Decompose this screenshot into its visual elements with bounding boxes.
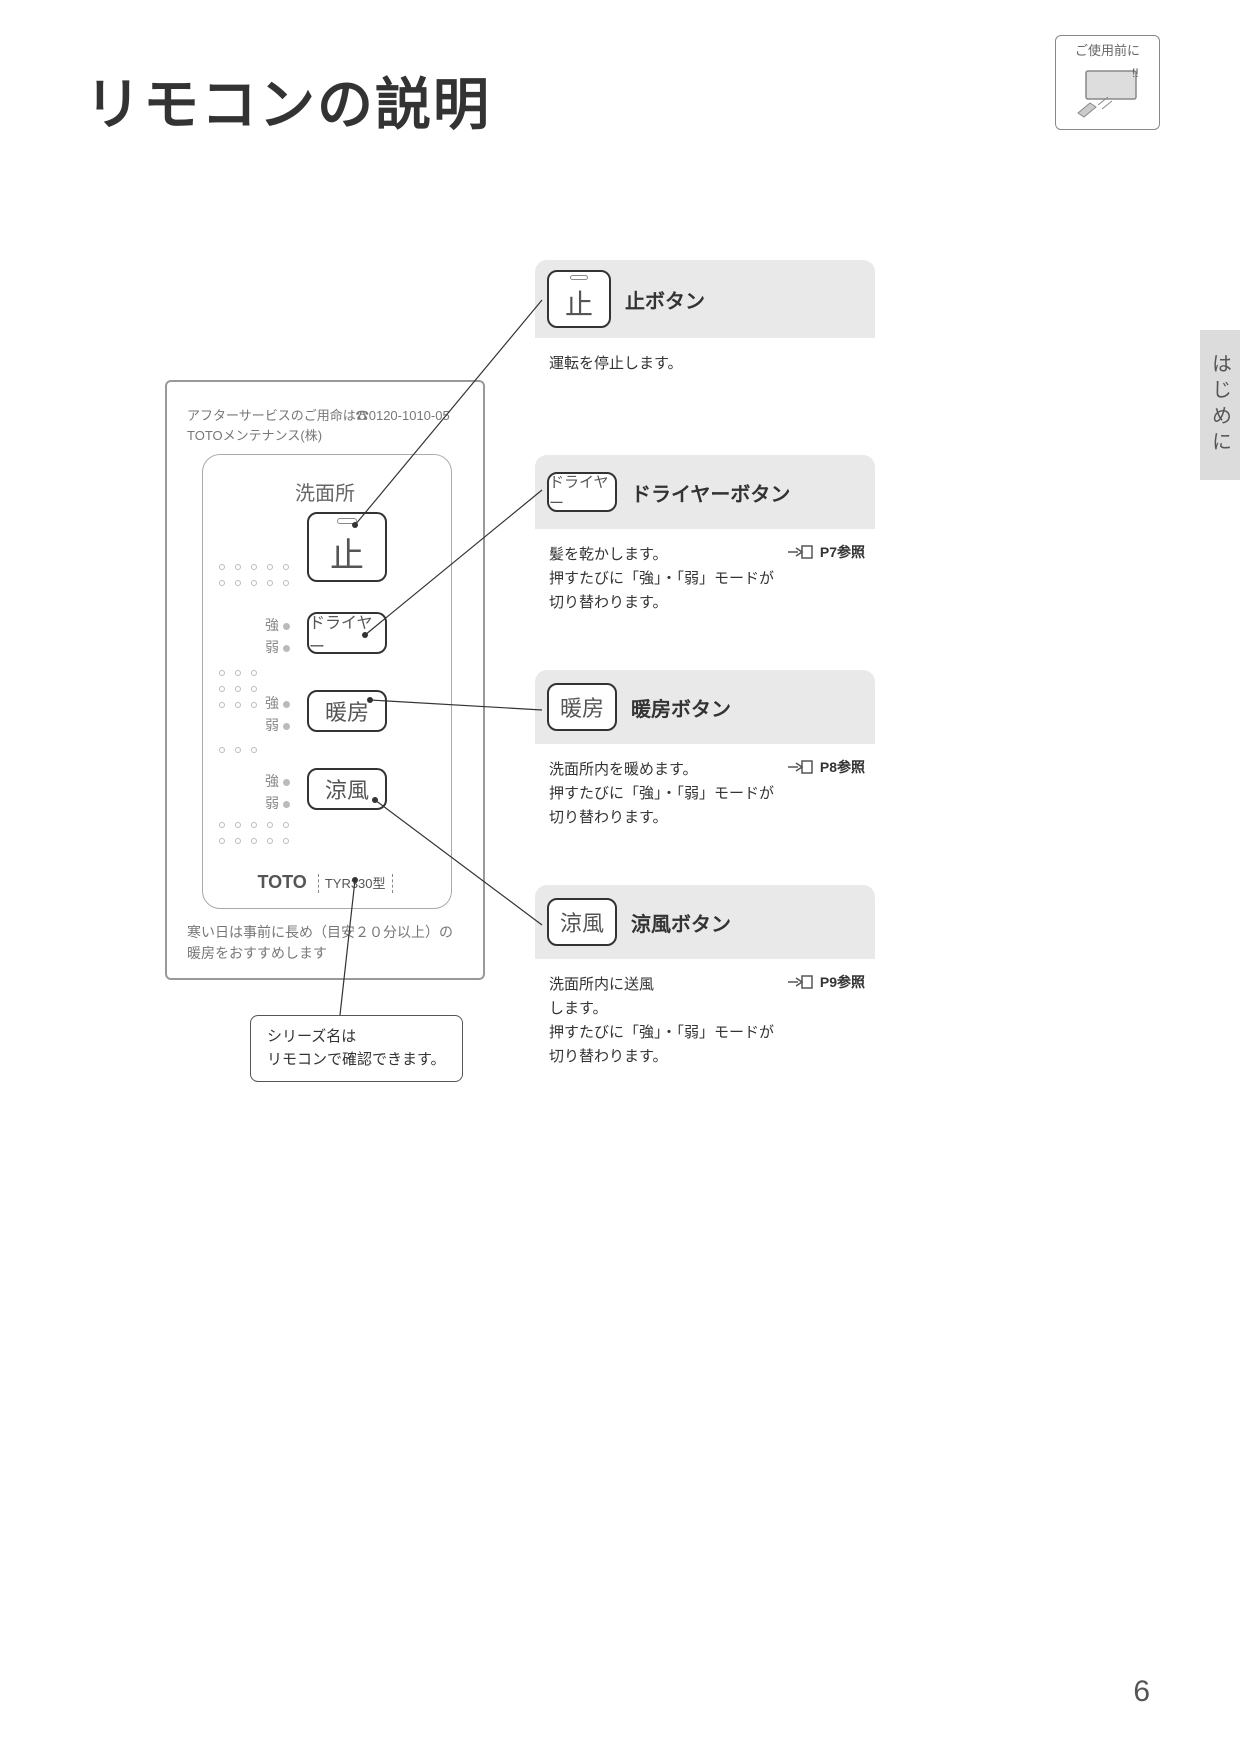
remote-heat-button[interactable]: 暖房 xyxy=(307,690,387,732)
before-use-icon-box: ご使用前に !! xyxy=(1055,35,1160,130)
stop-icon-label: 止 xyxy=(565,283,593,323)
heat-body-line3: 切り替わります。 xyxy=(549,806,861,830)
cool-ref-text: P9参照 xyxy=(820,971,865,993)
section-tab-label: はじめに xyxy=(1206,353,1235,457)
section-tab: はじめに xyxy=(1200,330,1240,480)
callout-dryer-header: ドライヤー ドライヤーボタン xyxy=(535,455,875,529)
room-label: 洗面所 xyxy=(167,477,483,506)
dryer-ref-text: P7参照 xyxy=(820,541,865,563)
dryer-button-icon: ドライヤー xyxy=(547,472,617,512)
before-use-icon: !! xyxy=(1068,63,1148,123)
remote-panel: アフターサービスのご用命は☎0120-1010-05 TOTOメンテナンス(株)… xyxy=(165,380,485,980)
callout-dryer-title: ドライヤーボタン xyxy=(631,478,790,507)
callout-stop-text: 運転を停止します。 xyxy=(549,352,861,376)
page-title: リモコンの説明 xyxy=(85,60,491,141)
callout-heat-title: 暖房ボタン xyxy=(631,693,731,722)
cool-icon-label: 涼風 xyxy=(560,906,604,938)
dryer-body-line2: 押すたびに「強」・「弱」モードが xyxy=(549,567,861,591)
stop-button-label: 止 xyxy=(330,528,364,577)
callout-cool-header: 涼風 涼風ボタン xyxy=(535,885,875,959)
heat-body-line2: 押すたびに「強」・「弱」モードが xyxy=(549,782,861,806)
pointing-hand-icon xyxy=(786,542,814,562)
callout-stop-body: 運転を停止します。 xyxy=(535,338,875,394)
before-use-label: ご使用前に xyxy=(1075,40,1140,59)
callout-cool-ref: P9参照 xyxy=(786,971,865,993)
callout-heat-ref: P8参照 xyxy=(786,756,865,778)
cool-button-icon: 涼風 xyxy=(547,898,617,946)
note-line1: シリーズ名は xyxy=(267,1026,446,1049)
callout-heat: 暖房 暖房ボタン P8参照 洗面所内を暖めます。 押すたびに「強」・「弱」モード… xyxy=(535,670,875,848)
callout-heat-header: 暖房 暖房ボタン xyxy=(535,670,875,744)
remote-cool-button[interactable]: 涼風 xyxy=(307,768,387,810)
note-line2: リモコンで確認できます。 xyxy=(267,1049,446,1072)
dryer-button-label: ドライヤー xyxy=(309,609,385,657)
strong-label: 強 xyxy=(265,617,279,633)
cool-button-label: 涼風 xyxy=(325,773,369,805)
pointing-hand-icon xyxy=(786,972,814,992)
speaker-dots-mid xyxy=(219,670,261,712)
brand-row: TOTO TYR330型 xyxy=(167,872,483,893)
dryer-strength-labels: 強 弱 xyxy=(265,614,290,659)
service-text: アフターサービスのご用命は☎0120-1010-05 TOTOメンテナンス(株) xyxy=(187,406,450,445)
callout-dryer-ref: P7参照 xyxy=(786,541,865,563)
callout-stop-header: 止 止ボタン xyxy=(535,260,875,338)
heat-strength-labels: 強 弱 xyxy=(265,692,290,737)
remote-bottom-note: 寒い日は事前に長め（目安２０分以上）の 暖房をおすすめします xyxy=(187,922,453,964)
weak-label: 弱 xyxy=(265,795,279,811)
callout-cool: 涼風 涼風ボタン P9参照 洗面所内に送風 します。 押すたびに「強」・「弱」モ… xyxy=(535,885,875,1087)
heat-button-label: 暖房 xyxy=(325,695,369,727)
weak-label: 弱 xyxy=(265,639,279,655)
callout-cool-title: 涼風ボタン xyxy=(631,908,731,937)
callout-dryer-body: P7参照 髪を乾かします。 押すたびに「強」・「弱」モードが 切り替わります。 xyxy=(535,529,875,633)
pointing-hand-icon xyxy=(786,757,814,777)
weak-label: 弱 xyxy=(265,717,279,733)
svg-text:!!: !! xyxy=(1132,66,1139,80)
strong-label: 強 xyxy=(265,773,279,789)
cool-strength-labels: 強 弱 xyxy=(265,770,290,815)
brand-label: TOTO xyxy=(257,872,306,892)
page-number: 6 xyxy=(1133,1675,1150,1709)
dryer-body-line3: 切り替わります。 xyxy=(549,591,861,615)
callout-heat-body: P8参照 洗面所内を暖めます。 押すたびに「強」・「弱」モードが 切り替わります… xyxy=(535,744,875,848)
stop-button-icon: 止 xyxy=(547,270,611,328)
callout-dryer: ドライヤー ドライヤーボタン P7参照 髪を乾かします。 押すたびに「強」・「弱… xyxy=(535,455,875,633)
cool-body-line2: 押すたびに「強」・「弱」モードが xyxy=(549,1021,861,1045)
cool-body-line3: 切り替わります。 xyxy=(549,1045,861,1069)
bottom-note-line1: 寒い日は事前に長め（目安２０分以上）の xyxy=(187,922,453,943)
callout-stop: 止 止ボタン 運転を停止します。 xyxy=(535,260,875,394)
service-line1: アフターサービスのご用命は☎0120-1010-05 xyxy=(187,406,450,426)
speaker-dots-mid2 xyxy=(219,747,261,757)
callout-cool-body: P9参照 洗面所内に送風 します。 押すたびに「強」・「弱」モードが 切り替わり… xyxy=(535,959,875,1087)
callout-stop-title: 止ボタン xyxy=(625,285,705,314)
cool-body-line1b: します。 xyxy=(549,997,861,1021)
remote-stop-button[interactable]: 止 xyxy=(307,512,387,582)
speaker-dots-bottom xyxy=(219,822,293,848)
remote-dryer-button[interactable]: ドライヤー xyxy=(307,612,387,654)
series-note-box: シリーズ名は リモコンで確認できます。 xyxy=(250,1015,463,1082)
dryer-icon-label: ドライヤー xyxy=(549,471,615,513)
heat-button-icon: 暖房 xyxy=(547,683,617,731)
heat-ref-text: P8参照 xyxy=(820,756,865,778)
strong-label: 強 xyxy=(265,695,279,711)
heat-icon-label: 暖房 xyxy=(560,691,604,723)
model-label: TYR330型 xyxy=(318,874,393,893)
service-line2: TOTOメンテナンス(株) xyxy=(187,426,450,446)
bottom-note-line2: 暖房をおすすめします xyxy=(187,943,453,964)
speaker-dots-top xyxy=(219,564,293,590)
led-indicator-icon xyxy=(337,518,357,524)
